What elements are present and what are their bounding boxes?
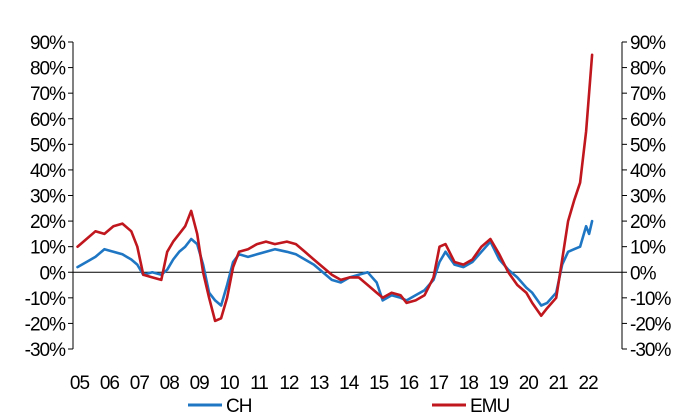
- y-tick-right-label: 80%: [630, 59, 666, 80]
- x-tick-label: 08: [160, 373, 180, 394]
- legend-label: CH: [226, 396, 252, 417]
- y-tick-left-label: 50%: [30, 135, 66, 156]
- x-tick-label: 21: [549, 373, 569, 394]
- x-tick-label: 07: [130, 373, 150, 394]
- y-tick-right-label: 70%: [630, 84, 666, 105]
- x-tick-label: 12: [279, 373, 299, 394]
- y-tick-left-label: 70%: [30, 84, 66, 105]
- y-tick-right-label: 10%: [630, 238, 666, 259]
- x-tick-label: 20: [519, 373, 539, 394]
- y-tick-left-label: 80%: [30, 59, 66, 80]
- y-axis-left: 90% 80% 70% 60% 50% 40% 30% 20% 10% 0% -10% -20% -30…: [25, 33, 73, 361]
- x-tick-label: 11: [250, 373, 268, 394]
- y-tick-left-label: 0%: [40, 263, 67, 284]
- y-tick-right-label: -10%: [630, 289, 671, 310]
- series-line-ch: [76, 219, 594, 307]
- y-tick-right-label: 0%: [630, 263, 657, 284]
- x-tick-label: 15: [369, 373, 389, 394]
- x-axis: 05 06 07 08 09 10 11 12 13 14 15 16 17 18 19 20 21 22: [70, 373, 599, 394]
- legend-item-ch: CH: [188, 396, 253, 417]
- x-tick-label: 19: [489, 373, 509, 394]
- x-tick-label: 13: [309, 373, 329, 394]
- x-tick-label: 10: [220, 373, 240, 394]
- x-tick-label: 22: [579, 373, 599, 394]
- y-tick-right-label: 50%: [630, 135, 666, 156]
- y-tick-right-label: 60%: [630, 110, 666, 131]
- y-axis-right: 90% 80% 70% 60% 50% 40% 30% 20% 10% 0% -10% -20% -30…: [622, 33, 672, 361]
- legend-label: EMU: [470, 396, 510, 417]
- x-tick-label: 17: [429, 373, 449, 394]
- y-tick-right-label: 20%: [630, 212, 666, 233]
- series-layer: [76, 53, 594, 323]
- y-tick-left-label: 90%: [30, 33, 66, 54]
- legend-item-emu: EMU: [432, 396, 511, 417]
- y-tick-left-label: 40%: [30, 161, 66, 182]
- series-line-emu: [76, 53, 594, 323]
- x-tick-label: 09: [190, 373, 210, 394]
- y-tick-right-label: -30%: [630, 340, 671, 361]
- x-tick-label: 18: [459, 373, 479, 394]
- y-tick-right-label: -20%: [630, 314, 671, 335]
- y-tick-left-label: 20%: [30, 212, 66, 233]
- y-tick-left-label: -10%: [25, 289, 66, 310]
- y-tick-left-label: -20%: [25, 314, 66, 335]
- y-tick-right-label: 40%: [630, 161, 666, 182]
- legend: CH EMU: [188, 396, 511, 417]
- y-tick-right-label: 30%: [630, 187, 666, 208]
- y-tick-left-label: -30%: [25, 340, 66, 361]
- y-tick-left-label: 60%: [30, 110, 66, 131]
- y-tick-right-label: 90%: [630, 33, 666, 54]
- x-tick-label: 14: [339, 373, 360, 394]
- x-tick-label: 16: [399, 373, 419, 394]
- y-tick-left-label: 30%: [30, 187, 66, 208]
- x-tick-label: 06: [100, 373, 120, 394]
- y-tick-left-label: 10%: [30, 238, 66, 259]
- x-tick-label: 05: [70, 373, 90, 394]
